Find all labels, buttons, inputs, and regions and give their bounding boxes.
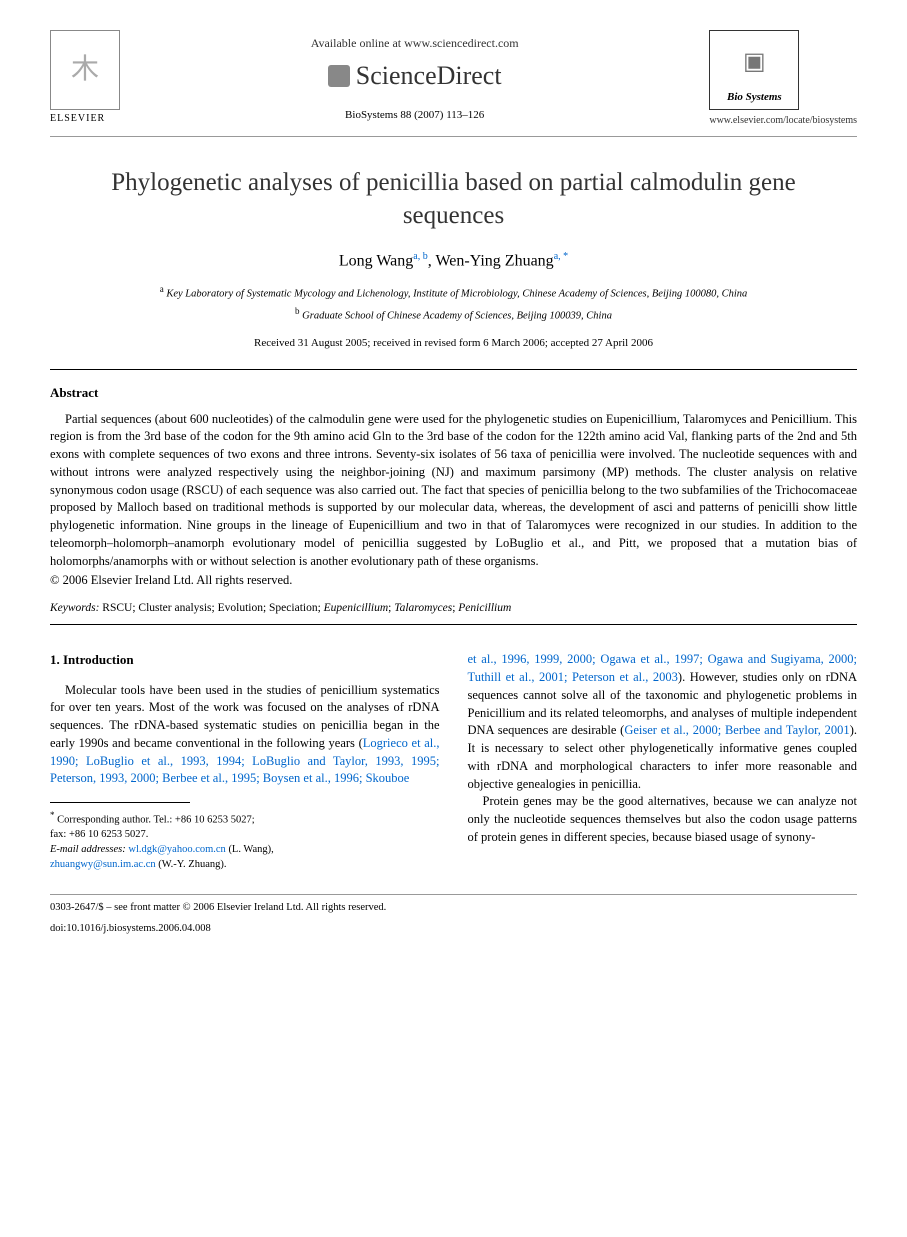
right-column: et al., 1996, 1999, 2000; Ogawa et al., … (468, 651, 858, 872)
intro-p2-right: Protein genes may be the good alternativ… (468, 793, 858, 846)
biosystems-icon: ▣ (743, 35, 766, 90)
author-2-affil-sup: a, * (554, 251, 568, 262)
email-label: E-mail addresses: (50, 844, 126, 855)
author-line: Long Wanga, b, Wen-Ying Zhuanga, * (50, 250, 857, 273)
journal-logo-block: ▣ Bio Systems www.elsevier.com/locate/bi… (709, 30, 857, 128)
intro-p1-right: et al., 1996, 1999, 2000; Ogawa et al., … (468, 651, 858, 793)
abstract-bottom-rule (50, 624, 857, 625)
affiliation-b: b Graduate School of Chinese Academy of … (90, 305, 817, 324)
header-rule (50, 136, 857, 137)
sciencedirect-icon (328, 65, 350, 87)
footnote-separator (50, 802, 190, 803)
author-1-affil-sup: a, b (413, 251, 427, 262)
center-header: Available online at www.sciencedirect.co… (120, 30, 709, 124)
abstract-heading: Abstract (50, 384, 857, 402)
abstract-body: Partial sequences (about 600 nucleotides… (50, 411, 857, 591)
elsevier-tree-icon: ⽊ (50, 30, 120, 110)
abstract-copyright: © 2006 Elsevier Ireland Ltd. All rights … (50, 572, 857, 590)
front-matter-line: 0303-2647/$ – see front matter © 2006 El… (50, 901, 857, 916)
intro-heading: 1. Introduction (50, 651, 440, 669)
biosystems-label: Bio Systems (727, 90, 782, 105)
sciencedirect-label: ScienceDirect (356, 58, 502, 94)
intro-p1-left: Molecular tools have been used in the st… (50, 682, 440, 789)
left-column: 1. Introduction Molecular tools have bee… (50, 651, 440, 872)
email-1-who: (L. Wang), (228, 844, 273, 855)
keywords-values: RSCU; Cluster analysis; Evolution; Speci… (102, 602, 511, 614)
corr-author-line: * Corresponding author. Tel.: +86 10 625… (50, 809, 440, 828)
author-1: Long Wang (339, 252, 413, 269)
email-link-2[interactable]: zhuangwy@sun.im.ac.cn (50, 859, 156, 870)
email-line: E-mail addresses: wl.dgk@yahoo.com.cn (L… (50, 843, 440, 858)
available-online-text: Available online at www.sciencedirect.co… (120, 35, 709, 52)
page-header: ⽊ ELSEVIER Available online at www.scien… (50, 30, 857, 128)
abstract-paragraph: Partial sequences (about 600 nucleotides… (50, 411, 857, 571)
email-2-who: (W.-Y. Zhuang). (158, 859, 226, 870)
citation-group-3[interactable]: Geiser et al., 2000; Berbee and Taylor, … (624, 723, 849, 737)
corr-fax-line: fax: +86 10 6253 5027. (50, 828, 440, 843)
email-line-2: zhuangwy@sun.im.ac.cn (W.-Y. Zhuang). (50, 858, 440, 873)
sciencedirect-brand: ScienceDirect (328, 58, 502, 94)
biosystems-logo: ▣ Bio Systems (709, 30, 799, 110)
article-dates: Received 31 August 2005; received in rev… (50, 336, 857, 351)
journal-reference: BioSystems 88 (2007) 113–126 (120, 108, 709, 123)
elsevier-logo-block: ⽊ ELSEVIER (50, 30, 120, 126)
article-title: Phylogenetic analyses of penicillia base… (110, 167, 797, 232)
bottom-rule (50, 894, 857, 895)
abstract-top-rule (50, 369, 857, 370)
keywords-line: Keywords: RSCU; Cluster analysis; Evolut… (50, 600, 857, 616)
keywords-label: Keywords: (50, 602, 99, 614)
affiliation-a: a Key Laboratory of Systematic Mycology … (90, 283, 817, 302)
body-columns: 1. Introduction Molecular tools have bee… (50, 651, 857, 872)
author-2: Wen-Ying Zhuang (435, 252, 553, 269)
journal-url: www.elsevier.com/locate/biosystems (709, 114, 857, 128)
publisher-name: ELSEVIER (50, 112, 120, 126)
email-link-1[interactable]: wl.dgk@yahoo.com.cn (128, 844, 225, 855)
corresponding-footnote: * Corresponding author. Tel.: +86 10 625… (50, 809, 440, 872)
doi-line: doi:10.1016/j.biosystems.2006.04.008 (50, 922, 857, 937)
